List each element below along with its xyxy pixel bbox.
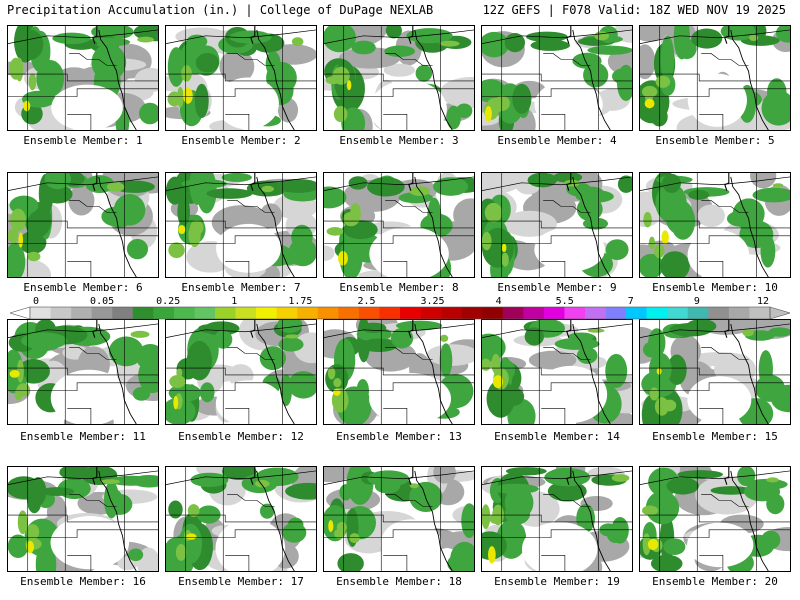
map-panel-member-6 [7, 172, 159, 278]
colorbar-label: 1.75 [288, 296, 313, 307]
colorbar-swatch [482, 307, 504, 319]
map-panel-member-9 [481, 172, 633, 278]
colorbar-swatch [173, 307, 195, 319]
panel-label-member-16: Ensemble Member: 16 [20, 575, 146, 588]
colorbar-swatch [461, 307, 483, 319]
panel-label-member-4: Ensemble Member: 4 [497, 134, 617, 147]
colorbar-label: 2.5 [357, 296, 376, 307]
panel-label-member-10: Ensemble Member: 10 [652, 281, 778, 294]
colorbar-label: 0.25 [156, 296, 181, 307]
colorbar-swatch [605, 307, 627, 319]
panel-label-member-1: Ensemble Member: 1 [23, 134, 143, 147]
panel-label-member-7: Ensemble Member: 7 [181, 281, 301, 294]
map-panel-member-17 [165, 466, 317, 572]
colorbar-right-arrow [769, 306, 790, 320]
colorbar-swatch [523, 307, 545, 319]
header-title: Precipitation Accumulation (in.) | Colle… [7, 3, 434, 17]
colorbar-swatch [502, 307, 524, 319]
colorbar-swatch [235, 307, 257, 319]
colorbar-left-arrow [10, 306, 31, 320]
map-panel-member-20 [639, 466, 791, 572]
panel-label-member-2: Ensemble Member: 2 [181, 134, 301, 147]
panel-label-member-8: Ensemble Member: 8 [339, 281, 459, 294]
panel-label-member-6: Ensemble Member: 6 [23, 281, 143, 294]
colorbar-swatch [30, 307, 51, 319]
map-panel-member-4 [481, 25, 633, 131]
colorbar-swatch [297, 307, 319, 319]
map-panel-member-10 [639, 172, 791, 278]
colorbar-swatch [91, 307, 113, 319]
colorbar-label: 7 [627, 296, 634, 307]
colorbar-label: 0.05 [90, 296, 115, 307]
colorbar-swatch [379, 307, 401, 319]
map-panel-member-16 [7, 466, 159, 572]
colorbar-swatch [543, 307, 565, 319]
colorbar-swatch [317, 307, 339, 319]
map-panel-member-14 [481, 319, 633, 425]
colorbar-swatch [400, 307, 421, 319]
map-panel-member-3 [323, 25, 475, 131]
colorbar-label: 3.25 [420, 296, 445, 307]
panel-label-member-11: Ensemble Member: 11 [20, 430, 146, 443]
colorbar-swatch [338, 307, 360, 319]
map-panel-member-1 [7, 25, 159, 131]
header-run-info: 12Z GEFS | F078 Valid: 18Z WED NOV 19 20… [482, 3, 786, 17]
colorbar-swatch [50, 307, 72, 319]
colorbar-label: 12 [756, 296, 770, 307]
colorbar-swatch [256, 307, 277, 319]
colorbar-swatch [276, 307, 298, 319]
colorbar-swatch [420, 307, 442, 319]
map-panel-member-11 [7, 319, 159, 425]
panel-label-member-13: Ensemble Member: 13 [336, 430, 462, 443]
map-panel-member-8 [323, 172, 475, 278]
colorbar-swatch [132, 307, 154, 319]
colorbar-swatch [667, 307, 689, 319]
map-panel-member-5 [639, 25, 791, 131]
colorbar-swatch [112, 307, 134, 319]
colorbar-swatch [646, 307, 668, 319]
colorbar-swatch [215, 307, 236, 319]
colorbar-swatch [71, 307, 92, 319]
map-panel-member-12 [165, 319, 317, 425]
panel-label-member-9: Ensemble Member: 9 [497, 281, 617, 294]
panel-label-member-12: Ensemble Member: 12 [178, 430, 304, 443]
colorbar-swatch [749, 307, 771, 319]
panel-label-member-17: Ensemble Member: 17 [178, 575, 304, 588]
colorbar-swatch [153, 307, 175, 319]
colorbar-labels: 0 0.05 0.25 1 1.75 2.5 3.25 4 5.5 7 9 12 [0, 296, 800, 307]
panel-label-member-14: Ensemble Member: 14 [494, 430, 620, 443]
colorbar-swatch [728, 307, 750, 319]
panel-label-member-18: Ensemble Member: 18 [336, 575, 462, 588]
map-panel-member-19 [481, 466, 633, 572]
map-panel-member-13 [323, 319, 475, 425]
map-panel-member-18 [323, 466, 475, 572]
colorbar-label: 1 [231, 296, 238, 307]
colorbar-label: 4 [495, 296, 502, 307]
panel-label-member-3: Ensemble Member: 3 [339, 134, 459, 147]
colorbar-swatch [687, 307, 709, 319]
colorbar [10, 306, 790, 320]
colorbar-swatch [358, 307, 380, 319]
panel-label-member-20: Ensemble Member: 20 [652, 575, 778, 588]
map-panel-member-2 [165, 25, 317, 131]
colorbar-label: 5.5 [555, 296, 574, 307]
panel-label-member-5: Ensemble Member: 5 [655, 134, 775, 147]
colorbar-label: 0 [32, 296, 40, 307]
panel-label-member-15: Ensemble Member: 15 [652, 430, 778, 443]
colorbar-swatch [708, 307, 730, 319]
map-panel-member-7 [165, 172, 317, 278]
colorbar-swatch [585, 307, 606, 319]
colorbar-swatch [441, 307, 462, 319]
colorbar-label: 9 [693, 296, 700, 307]
panel-label-member-19: Ensemble Member: 19 [494, 575, 620, 588]
colorbar-swatch [564, 307, 586, 319]
colorbar-swatch [626, 307, 647, 319]
colorbar-swatch [194, 307, 216, 319]
map-panel-member-15 [639, 319, 791, 425]
